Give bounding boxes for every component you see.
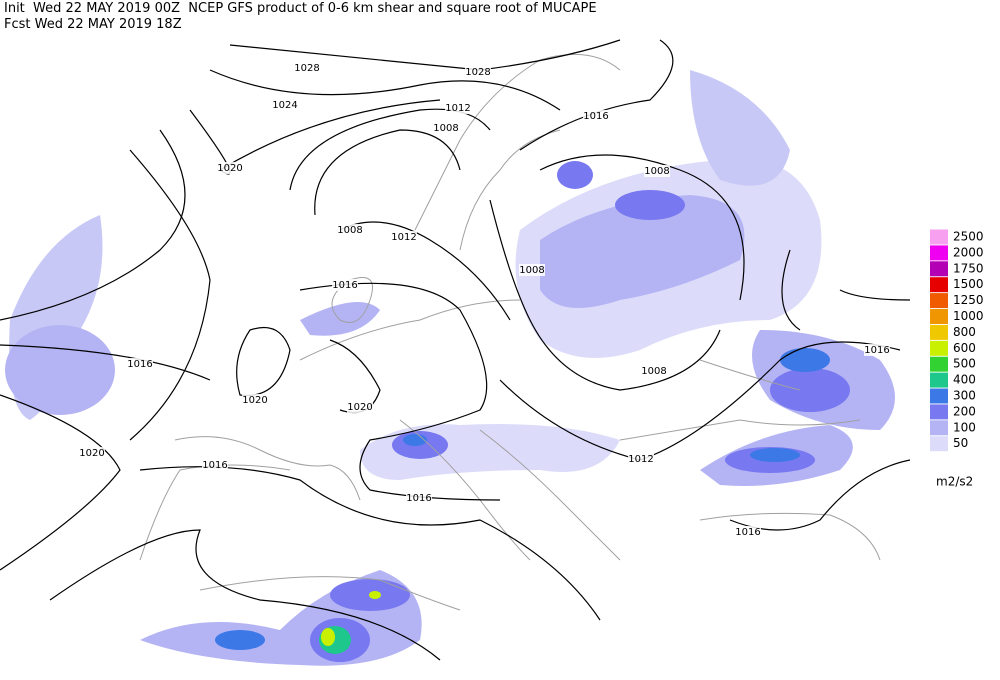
isobar-label-bg (445, 102, 471, 114)
isobar-label: 1012 (445, 103, 470, 114)
isobar-label: 1008 (433, 123, 458, 134)
isobar-label-bg (127, 358, 153, 370)
isobar-label-bg (644, 165, 670, 177)
legend-label: 600 (953, 341, 976, 355)
legend-label: 300 (953, 389, 976, 403)
isobar-label: 1016 (583, 111, 608, 122)
isobar-label-bg (735, 526, 761, 538)
isobar-label: 1020 (242, 395, 267, 406)
isobar-label-bg (465, 66, 491, 78)
isobar-label-bg (433, 122, 459, 134)
isobar-label: 1016 (202, 460, 227, 471)
isobar-label: 1028 (465, 67, 490, 78)
isobar-label-bg (391, 231, 417, 243)
header-line1: Init Wed 22 MAY 2019 00Z NCEP GFS produc… (4, 1, 597, 16)
legend-swatch (930, 420, 948, 436)
legend-swatch (930, 388, 948, 404)
legend-swatch (930, 436, 948, 452)
legend-label: 200 (953, 404, 976, 418)
isobar-label: 1016 (332, 280, 357, 291)
legend-swatch (930, 245, 948, 261)
legend-label: 50 (953, 436, 968, 450)
isobars (0, 39, 911, 661)
isobar-label: 1008 (519, 265, 544, 276)
isobar-label-bg (864, 344, 890, 356)
isobar-label: 1028 (294, 63, 319, 74)
legend-swatch (930, 293, 948, 309)
legend-label: 1750 (953, 261, 984, 275)
isobar-label: 1016 (127, 359, 152, 370)
legend-swatch (930, 404, 948, 420)
legend-label: 1250 (953, 293, 984, 307)
legend-label: 1500 (953, 277, 984, 291)
legend-label: 400 (953, 373, 976, 387)
legend-label: 2500 (953, 230, 984, 244)
legend-swatch (930, 324, 948, 340)
isobar-label: 1016 (406, 493, 431, 504)
isobar-label: 1016 (864, 345, 889, 356)
isobar-label: 1020 (217, 163, 242, 174)
isobar-label-bg (347, 401, 373, 413)
legend-label: 800 (953, 325, 976, 339)
legend-swatch (930, 229, 948, 245)
isobar-label-bg (519, 264, 545, 276)
isobar-label-bg (272, 99, 298, 111)
isobar-label-bg (332, 279, 358, 291)
legend-unit: m2/s2 (936, 475, 973, 489)
legend-swatch (930, 356, 948, 372)
isobar-label-bg (202, 459, 228, 471)
isobar-label: 1008 (644, 166, 669, 177)
isobar-label: 1020 (347, 402, 372, 413)
isobar-label-bg (79, 447, 105, 459)
legend-swatch (930, 309, 948, 324)
isobar-label: 1012 (628, 454, 653, 465)
isobar-label: 1024 (272, 100, 297, 111)
isobar-label-bg (217, 162, 243, 174)
isobar-label: 1012 (391, 232, 416, 243)
legend-swatch (930, 340, 948, 356)
legend-label: 100 (953, 420, 976, 434)
isobar-label: 1016 (735, 527, 760, 538)
isobar-labels: 1028 1028 1024 1012 1008 1016 1020 1008 1008 1012… (79, 62, 890, 538)
isobar-label-bg (294, 62, 320, 74)
legend-label: 2000 (953, 245, 984, 259)
isobar-label-bg (628, 453, 654, 465)
legend-swatch (930, 372, 948, 388)
isobar-label-bg (337, 224, 363, 236)
header-line2: Fcst Wed 22 MAY 2019 18Z (4, 17, 182, 32)
isobar-label: 1020 (79, 448, 104, 459)
isobar-label: 1008 (337, 225, 362, 236)
isobar-label-bg (583, 110, 609, 122)
legend-label: 500 (953, 357, 976, 371)
legend-label: 1000 (953, 309, 984, 323)
isobar-label-bg (242, 394, 268, 406)
legend-swatch (930, 277, 948, 293)
isobar-label-bg (641, 365, 667, 377)
isobar-label-bg (406, 492, 432, 504)
legend-swatch (930, 261, 948, 277)
isobar-label: 1008 (641, 366, 666, 377)
